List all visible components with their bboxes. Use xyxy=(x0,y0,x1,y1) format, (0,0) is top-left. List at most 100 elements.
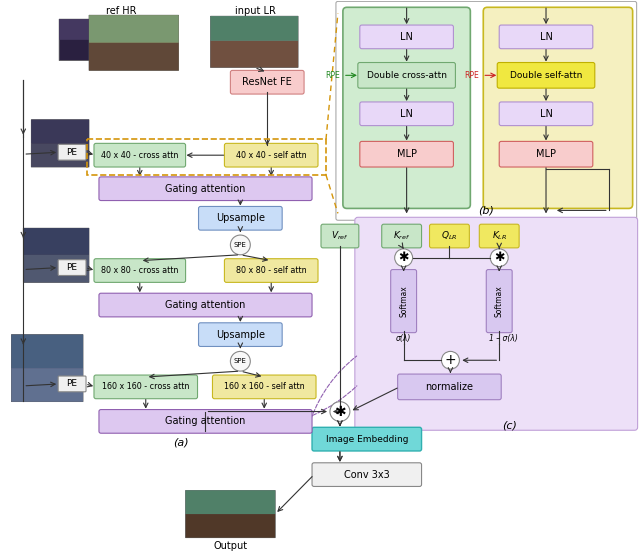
FancyBboxPatch shape xyxy=(225,259,318,283)
Text: SPE: SPE xyxy=(234,358,247,364)
Text: Image Embedding: Image Embedding xyxy=(326,434,408,444)
Text: Upsample: Upsample xyxy=(216,213,265,224)
Text: +: + xyxy=(445,353,456,367)
FancyBboxPatch shape xyxy=(198,323,282,347)
Text: MLP: MLP xyxy=(536,149,556,159)
FancyBboxPatch shape xyxy=(12,368,83,402)
FancyBboxPatch shape xyxy=(360,141,453,167)
FancyBboxPatch shape xyxy=(358,62,456,88)
FancyBboxPatch shape xyxy=(225,144,318,167)
Text: Gating attention: Gating attention xyxy=(165,300,246,310)
Text: Conv 3x3: Conv 3x3 xyxy=(344,470,390,480)
FancyBboxPatch shape xyxy=(23,228,89,283)
FancyBboxPatch shape xyxy=(355,217,637,430)
Text: σ(λ): σ(λ) xyxy=(396,334,412,343)
FancyBboxPatch shape xyxy=(198,206,282,230)
Text: Gating attention: Gating attention xyxy=(165,416,246,426)
FancyBboxPatch shape xyxy=(186,490,275,514)
FancyBboxPatch shape xyxy=(321,224,359,248)
Text: RPE: RPE xyxy=(465,71,479,80)
FancyBboxPatch shape xyxy=(59,19,109,40)
Bar xyxy=(87,140,326,175)
Text: Softmax: Softmax xyxy=(399,285,408,317)
Text: ✱: ✱ xyxy=(494,251,504,264)
Text: $K_{ref}$: $K_{ref}$ xyxy=(393,230,410,242)
FancyBboxPatch shape xyxy=(360,25,453,49)
FancyBboxPatch shape xyxy=(390,269,417,333)
FancyBboxPatch shape xyxy=(429,224,469,248)
Text: normalize: normalize xyxy=(426,382,474,392)
FancyBboxPatch shape xyxy=(479,224,519,248)
Text: Double cross-attn: Double cross-attn xyxy=(367,71,447,80)
Text: 160 x 160 - self attn: 160 x 160 - self attn xyxy=(224,383,305,391)
Text: Output: Output xyxy=(213,540,248,550)
FancyBboxPatch shape xyxy=(89,15,179,71)
FancyBboxPatch shape xyxy=(211,16,298,67)
FancyBboxPatch shape xyxy=(483,7,632,209)
Text: (b): (b) xyxy=(478,205,494,215)
Text: $Q_{LR}$: $Q_{LR}$ xyxy=(441,230,458,242)
Text: ✱: ✱ xyxy=(334,405,346,418)
FancyBboxPatch shape xyxy=(58,376,86,392)
FancyBboxPatch shape xyxy=(211,16,298,41)
FancyBboxPatch shape xyxy=(59,19,109,61)
Text: ✱: ✱ xyxy=(398,251,409,264)
FancyBboxPatch shape xyxy=(336,2,637,220)
Text: LN: LN xyxy=(540,32,552,42)
Text: input LR: input LR xyxy=(235,6,276,16)
FancyBboxPatch shape xyxy=(94,375,198,399)
Text: (c): (c) xyxy=(502,420,516,431)
Text: (a): (a) xyxy=(173,437,188,447)
FancyBboxPatch shape xyxy=(397,374,501,400)
Text: 80 x 80 - cross attn: 80 x 80 - cross attn xyxy=(101,266,179,275)
FancyBboxPatch shape xyxy=(94,259,186,283)
FancyBboxPatch shape xyxy=(99,410,312,433)
FancyBboxPatch shape xyxy=(89,15,179,43)
Circle shape xyxy=(230,352,250,371)
Circle shape xyxy=(442,352,460,369)
Text: LN: LN xyxy=(400,109,413,119)
Text: RPE: RPE xyxy=(325,71,340,80)
Text: SPE: SPE xyxy=(234,242,247,248)
Text: PE: PE xyxy=(67,379,77,389)
Text: 160 x 160 - cross attn: 160 x 160 - cross attn xyxy=(102,383,189,391)
Text: Upsample: Upsample xyxy=(216,330,265,339)
FancyBboxPatch shape xyxy=(31,144,89,167)
Text: PE: PE xyxy=(67,263,77,272)
FancyBboxPatch shape xyxy=(230,71,304,94)
Circle shape xyxy=(395,249,413,267)
FancyBboxPatch shape xyxy=(211,41,298,67)
FancyBboxPatch shape xyxy=(31,120,89,144)
Text: Softmax: Softmax xyxy=(495,285,504,317)
FancyBboxPatch shape xyxy=(186,490,275,538)
FancyBboxPatch shape xyxy=(99,177,312,200)
FancyBboxPatch shape xyxy=(312,463,422,486)
FancyBboxPatch shape xyxy=(89,43,179,71)
Text: 40 x 40 - self attn: 40 x 40 - self attn xyxy=(236,151,307,160)
Text: $K_{LR}$: $K_{LR}$ xyxy=(492,230,507,242)
Text: LN: LN xyxy=(540,109,552,119)
FancyBboxPatch shape xyxy=(312,427,422,451)
Circle shape xyxy=(330,402,350,421)
FancyBboxPatch shape xyxy=(486,269,512,333)
Text: 80 x 80 - self attn: 80 x 80 - self attn xyxy=(236,266,307,275)
Text: 40 x 40 - cross attn: 40 x 40 - cross attn xyxy=(101,151,179,160)
Text: PE: PE xyxy=(67,148,77,157)
FancyBboxPatch shape xyxy=(12,335,83,402)
Text: 1 – σ(λ): 1 – σ(λ) xyxy=(489,334,518,343)
FancyBboxPatch shape xyxy=(499,102,593,126)
Text: MLP: MLP xyxy=(397,149,417,159)
FancyBboxPatch shape xyxy=(23,255,89,283)
FancyBboxPatch shape xyxy=(23,228,89,255)
FancyBboxPatch shape xyxy=(499,141,593,167)
FancyBboxPatch shape xyxy=(94,144,186,167)
Text: Double self-attn: Double self-attn xyxy=(510,71,582,80)
Circle shape xyxy=(490,249,508,267)
FancyBboxPatch shape xyxy=(31,120,89,167)
Text: ref HR: ref HR xyxy=(106,6,136,16)
FancyBboxPatch shape xyxy=(58,259,86,275)
Text: ResNet FE: ResNet FE xyxy=(243,77,292,87)
FancyBboxPatch shape xyxy=(212,375,316,399)
FancyBboxPatch shape xyxy=(360,102,453,126)
FancyBboxPatch shape xyxy=(343,7,470,209)
